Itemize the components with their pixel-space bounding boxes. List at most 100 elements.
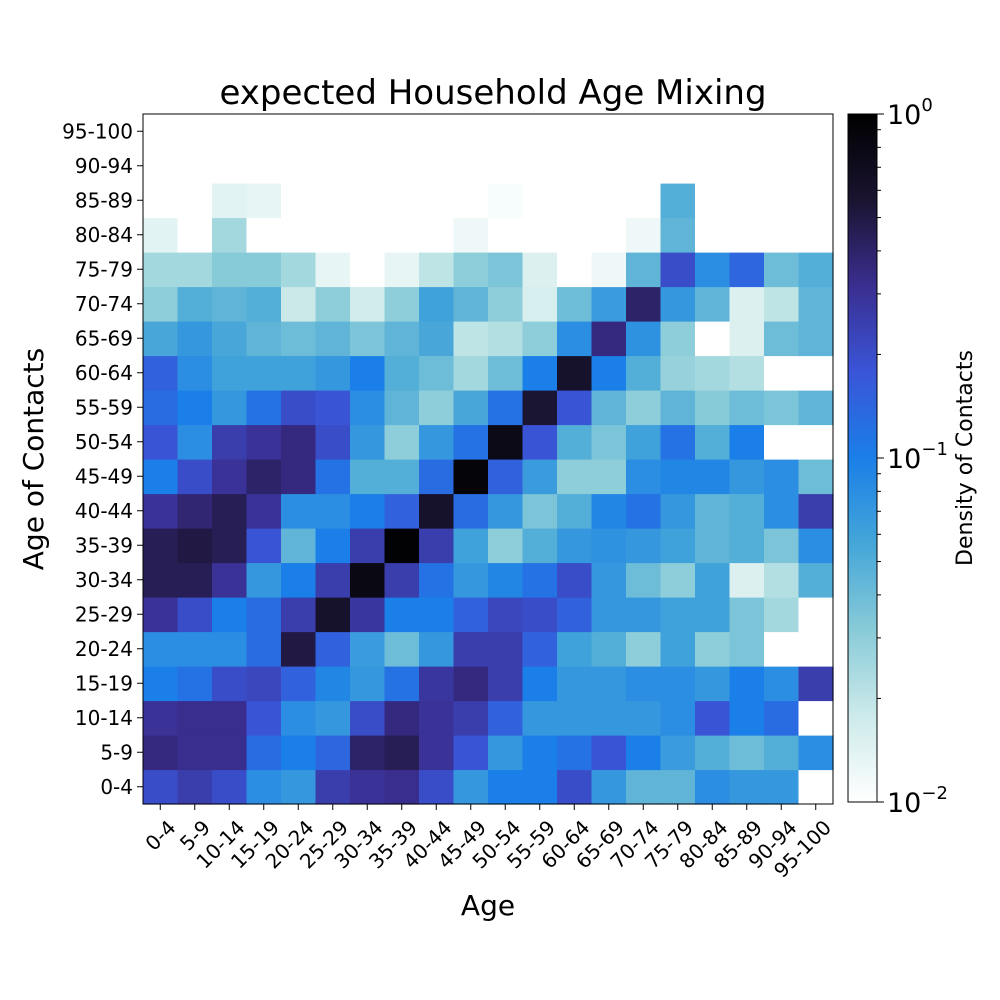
heatmap-cell xyxy=(660,252,696,288)
heatmap-cell xyxy=(522,217,558,253)
heatmap-cell xyxy=(384,631,420,667)
heatmap-cell xyxy=(660,528,696,564)
heatmap-cell xyxy=(143,183,179,219)
heatmap-cell xyxy=(660,390,696,426)
heatmap-cell xyxy=(281,148,317,184)
heatmap-cell xyxy=(384,528,420,564)
heatmap-cell xyxy=(798,493,834,529)
heatmap-cell xyxy=(315,493,351,529)
heatmap-cell xyxy=(384,252,420,288)
heatmap-cell xyxy=(419,286,455,322)
heatmap-cell xyxy=(246,493,282,529)
heatmap-cell xyxy=(695,459,731,495)
heatmap-cell xyxy=(246,114,282,150)
heatmap-cell xyxy=(591,183,627,219)
heatmap-cell xyxy=(660,424,696,460)
heatmap-cell xyxy=(384,459,420,495)
heatmap-cell xyxy=(453,148,489,184)
heatmap-cell xyxy=(246,735,282,771)
heatmap-cell xyxy=(177,700,213,736)
heatmap-cell xyxy=(281,459,317,495)
y-tick-label: 5-9 xyxy=(100,740,133,764)
heatmap-cell xyxy=(626,217,662,253)
heatmap-cell xyxy=(143,321,179,357)
heatmap-cell xyxy=(591,562,627,598)
heatmap-cell xyxy=(626,769,662,805)
heatmap-cell xyxy=(591,493,627,529)
heatmap-cell xyxy=(384,562,420,598)
heatmap-cell xyxy=(143,769,179,805)
heatmap-cell xyxy=(729,769,765,805)
heatmap-cell xyxy=(626,597,662,633)
heatmap-cell xyxy=(350,321,386,357)
heatmap-cell xyxy=(764,114,800,150)
heatmap-cell xyxy=(695,148,731,184)
heatmap-cell xyxy=(315,355,351,391)
heatmap-cell xyxy=(522,114,558,150)
heatmap-cell xyxy=(350,252,386,288)
heatmap-cell xyxy=(660,217,696,253)
heatmap-cell xyxy=(764,769,800,805)
heatmap-cell xyxy=(212,459,248,495)
heatmap-cell xyxy=(764,735,800,771)
heatmap-cell xyxy=(350,597,386,633)
heatmap-cell xyxy=(660,355,696,391)
heatmap-cell xyxy=(798,114,834,150)
heatmap-cell xyxy=(281,217,317,253)
heatmap-cell xyxy=(281,321,317,357)
y-tick-label: 15-19 xyxy=(75,671,133,695)
heatmap-cell xyxy=(143,459,179,495)
heatmap-cell xyxy=(246,286,282,322)
heatmap-cell xyxy=(591,114,627,150)
heatmap-cell xyxy=(591,148,627,184)
heatmap-cell xyxy=(453,252,489,288)
heatmap-cell xyxy=(143,562,179,598)
heatmap-cell xyxy=(212,390,248,426)
heatmap-cell xyxy=(522,390,558,426)
heatmap-cell xyxy=(384,666,420,702)
heatmap-cell xyxy=(660,493,696,529)
heatmap-cell xyxy=(522,424,558,460)
heatmap-cell xyxy=(488,286,524,322)
heatmap-cell xyxy=(315,735,351,771)
heatmap-cell xyxy=(626,390,662,426)
heatmap-cell xyxy=(419,562,455,598)
y-tick-label: 55-59 xyxy=(75,395,133,419)
heatmap-cell xyxy=(143,114,179,150)
heatmap-cell xyxy=(177,631,213,667)
heatmap-cell xyxy=(488,597,524,633)
heatmap-cell xyxy=(488,390,524,426)
heatmap-cell xyxy=(246,252,282,288)
heatmap-cell xyxy=(488,769,524,805)
heatmap-cell xyxy=(729,459,765,495)
colorbar: 100 10−1 10−2 Density of Contacts xyxy=(847,95,978,819)
heatmap-cell xyxy=(660,459,696,495)
heatmap-cell xyxy=(764,528,800,564)
heatmap-cell xyxy=(626,562,662,598)
heatmap-cell xyxy=(798,459,834,495)
heatmap-cell xyxy=(281,769,317,805)
heatmap-cell xyxy=(591,459,627,495)
heatmap-cell xyxy=(384,183,420,219)
heatmap-cell xyxy=(729,252,765,288)
heatmap-cell xyxy=(660,597,696,633)
heatmap-cell xyxy=(488,114,524,150)
heatmap-cell xyxy=(695,700,731,736)
heatmap-cell xyxy=(453,355,489,391)
heatmap-cell xyxy=(384,424,420,460)
heatmap-cell xyxy=(419,597,455,633)
heatmap-cell xyxy=(695,666,731,702)
heatmap-cell xyxy=(660,114,696,150)
heatmap-cell xyxy=(177,321,213,357)
heatmap-cell xyxy=(419,217,455,253)
heatmap-cell xyxy=(798,735,834,771)
heatmap-cell xyxy=(453,424,489,460)
heatmap-cell xyxy=(695,183,731,219)
heatmap-cell xyxy=(764,597,800,633)
heatmap-cell xyxy=(557,735,593,771)
heatmap-cell xyxy=(384,769,420,805)
heatmap-cell xyxy=(143,493,179,529)
heatmap-cell xyxy=(626,493,662,529)
heatmap-cell xyxy=(557,700,593,736)
heatmap-cell xyxy=(729,631,765,667)
